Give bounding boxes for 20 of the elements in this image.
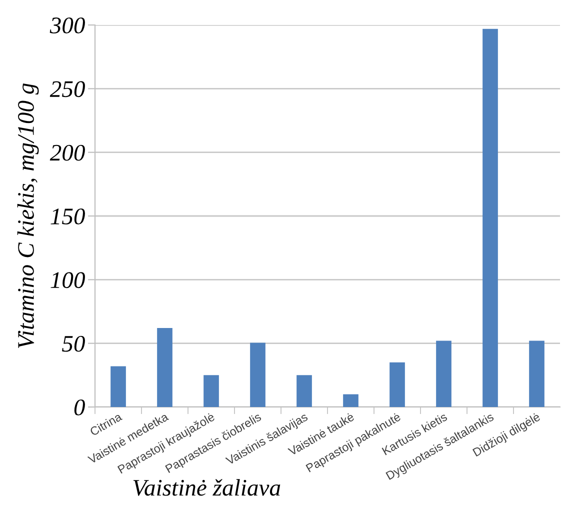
y-tick-label: 200 bbox=[50, 144, 85, 161]
bar bbox=[110, 366, 126, 407]
bar bbox=[529, 340, 544, 407]
y-tick-label: 0 bbox=[74, 399, 85, 416]
y-tick-label: 50 bbox=[62, 336, 85, 352]
bar bbox=[204, 375, 219, 407]
y-tick-label: 100 bbox=[50, 272, 85, 288]
bar bbox=[157, 328, 172, 407]
y-tick-label: 300 bbox=[50, 17, 85, 34]
bar bbox=[343, 394, 358, 407]
y-tick-label: 250 bbox=[50, 81, 85, 98]
bar bbox=[250, 342, 266, 407]
bar bbox=[482, 28, 498, 407]
bar bbox=[296, 375, 312, 407]
x-axis-title: Vaistinė žaliava bbox=[133, 479, 280, 496]
bar bbox=[390, 362, 405, 407]
y-axis-title: Vitamino C kiekis, mg/100 g bbox=[17, 83, 39, 348]
bar bbox=[436, 340, 452, 407]
x-tick-label: Citrina bbox=[89, 412, 123, 436]
y-tick-label: 150 bbox=[50, 208, 85, 224]
